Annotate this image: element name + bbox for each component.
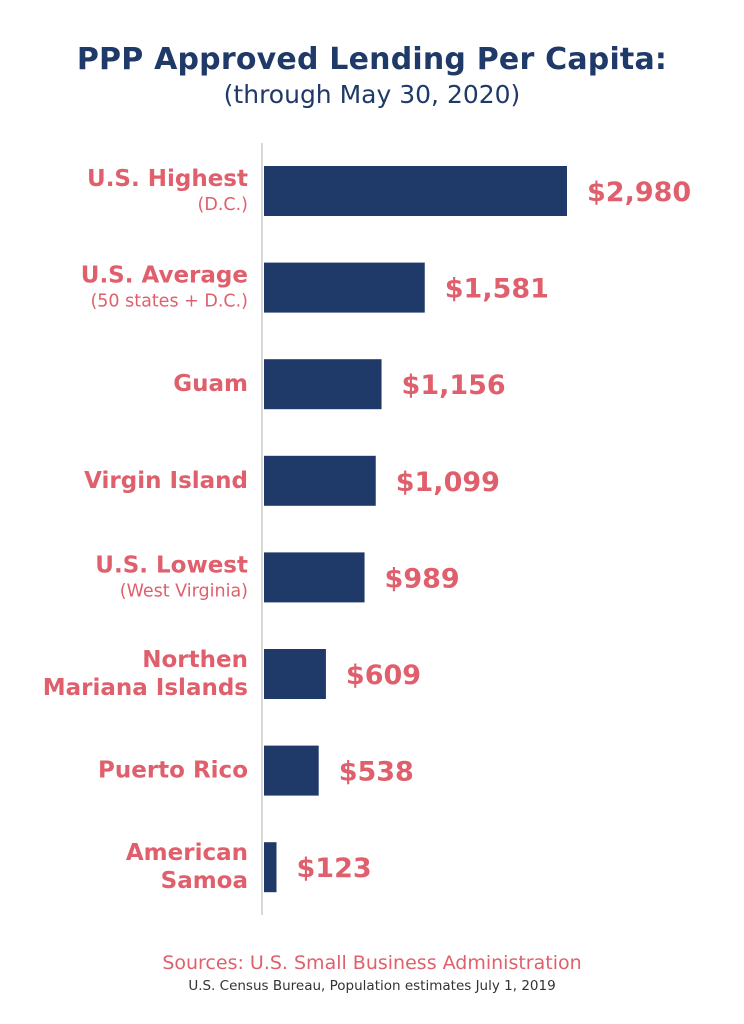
category-label: Mariana Islands	[43, 675, 248, 701]
bar-value-label: $1,156	[402, 370, 506, 401]
category-label: U.S. Highest	[87, 166, 248, 192]
bar	[264, 745, 319, 796]
category-label: Virgin Island	[84, 468, 248, 494]
bar	[264, 359, 382, 410]
category-label: U.S. Average	[81, 263, 248, 289]
category-sublabel: (West Virginia)	[120, 581, 248, 601]
bar	[264, 552, 365, 603]
category-sublabel: (50 states + D.C.)	[90, 292, 248, 312]
category-label: Northen	[142, 647, 248, 673]
bars-group: $2,980 U.S. Highest (D.C.) $1,581 U.S. Avera…	[43, 166, 691, 894]
category-label: Puerto Rico	[98, 758, 248, 784]
bar-value-label: $1,581	[445, 274, 549, 305]
bar-value-label: $123	[297, 853, 372, 884]
bar-value-label: $2,980	[587, 177, 691, 208]
bar	[264, 842, 277, 893]
category-label: American	[126, 840, 248, 866]
bar-value-label: $989	[385, 563, 460, 594]
bar-value-label: $609	[346, 660, 421, 691]
bar	[264, 455, 376, 506]
chart-subtitle: (through May 30, 2020)	[223, 80, 521, 109]
category-label: Guam	[173, 371, 248, 397]
bar	[264, 649, 326, 699]
bar-value-label: $538	[339, 757, 414, 788]
category-label: Samoa	[161, 868, 248, 894]
source-primary: Sources: U.S. Small Business Administrat…	[162, 952, 582, 974]
category-sublabel: (D.C.)	[198, 195, 248, 215]
source-secondary: U.S. Census Bureau, Population estimates…	[188, 978, 556, 994]
bar	[264, 166, 567, 216]
category-label: U.S. Lowest	[95, 552, 248, 578]
bar-value-label: $1,099	[396, 467, 500, 498]
chart-title: PPP Approved Lending Per Capita:	[76, 42, 668, 77]
bar	[264, 262, 425, 313]
